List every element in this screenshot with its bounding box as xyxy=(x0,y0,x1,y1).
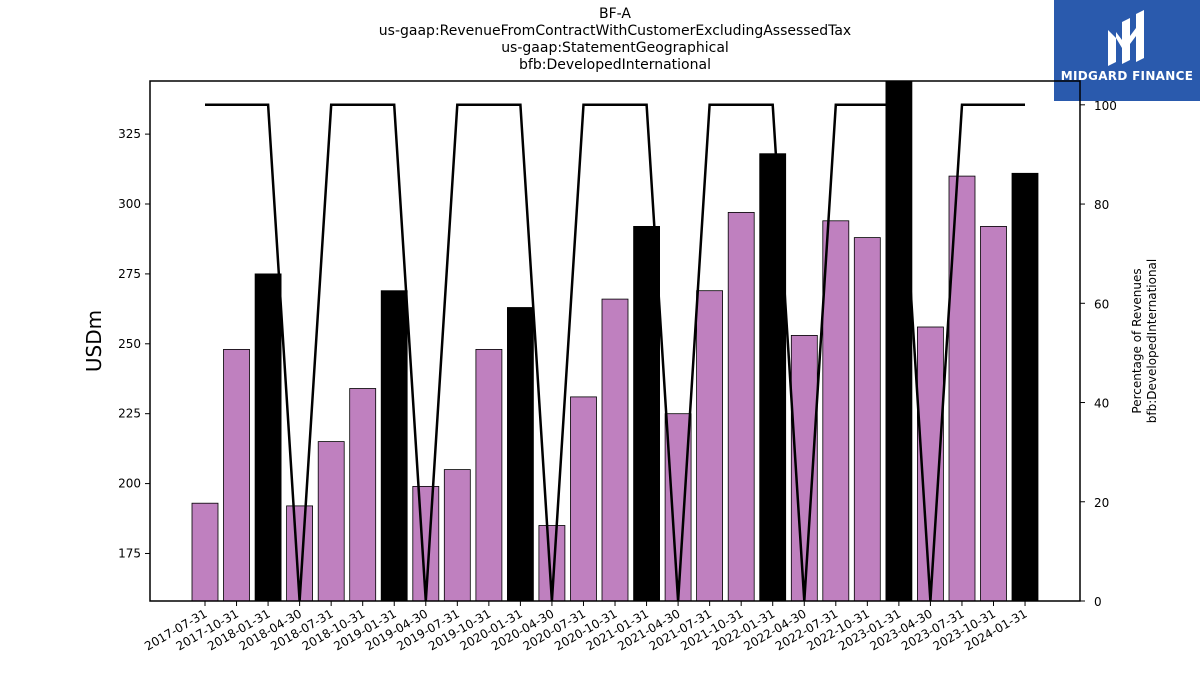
y-tick-label: 200 xyxy=(118,477,141,491)
bar-2018-10-31 xyxy=(349,388,377,602)
y2-tick-label: 80 xyxy=(1094,198,1109,212)
logo-mark-icon xyxy=(1108,10,1144,66)
bar-2019-10-31 xyxy=(475,348,503,602)
y2-tick-label: 0 xyxy=(1094,595,1102,609)
y2-axis-title-line1: Percentage of Revenues xyxy=(1130,268,1144,413)
bar-2020-10-31 xyxy=(601,298,629,602)
bar-2017-07-31 xyxy=(191,502,219,602)
percentage-line-series xyxy=(205,103,1025,602)
bar-2021-01-31 xyxy=(633,225,660,602)
y-tick-label: 225 xyxy=(118,407,141,421)
percentage-line xyxy=(205,103,1025,602)
title-line-concept: us-gaap:RevenueFromContractWithCustomerE… xyxy=(378,23,852,39)
bar-2020-01-31 xyxy=(506,307,534,602)
title-line-ticker: BF-A xyxy=(599,6,631,22)
y2-tick-label: 100 xyxy=(1094,99,1117,113)
title-line-member: bfb:DevelopedInternational xyxy=(519,57,711,73)
chart-title: BF-A us-gaap:RevenueFromContractWithCust… xyxy=(0,6,1200,74)
y-tick-label: 250 xyxy=(118,337,141,351)
bar-2022-10-31 xyxy=(853,237,881,602)
bar-2021-07-31 xyxy=(696,290,723,602)
bar-2018-07-31 xyxy=(317,441,345,602)
y2-tick-label: 20 xyxy=(1094,496,1109,510)
bar-2019-07-31 xyxy=(443,469,471,602)
bar-2020-07-31 xyxy=(570,396,597,602)
bar-series xyxy=(191,80,1039,602)
logo: MIDGARD FINANCE xyxy=(1054,0,1200,101)
y-tick-label: 300 xyxy=(118,197,141,211)
bar-2022-01-31 xyxy=(759,153,787,602)
bar-2024-01-31 xyxy=(1011,172,1039,602)
bar-2018-01-31 xyxy=(254,273,282,602)
y-tick-label: 325 xyxy=(118,127,141,141)
x-axis-ticks: 2017-07-312017-10-312018-01-312018-04-30… xyxy=(142,601,1030,653)
y2-tick-label: 60 xyxy=(1094,297,1109,311)
title-line-statement: us-gaap:StatementGeographical xyxy=(501,40,729,56)
logo-text: MIDGARD FINANCE xyxy=(1060,69,1194,83)
bar-2023-01-31 xyxy=(885,80,913,602)
y-tick-label: 275 xyxy=(118,267,141,281)
bar-2021-10-31 xyxy=(727,211,755,602)
bar-2019-01-31 xyxy=(380,290,408,602)
y-tick-label: 175 xyxy=(118,546,141,560)
bar-2017-10-31 xyxy=(223,348,250,602)
y2-tick-label: 40 xyxy=(1094,397,1109,411)
bar-2023-10-31 xyxy=(980,225,1007,602)
y2-axis-title-line2: bfb:DevelopedInternational xyxy=(1145,259,1159,424)
left-axis-ticks: 175 200 225 250 275 300 325 xyxy=(118,127,150,560)
right-axis-ticks: 0 20 40 60 80 100 xyxy=(1080,99,1117,609)
y-axis-title: USDm xyxy=(82,310,106,372)
bar-2022-07-31 xyxy=(822,220,850,602)
